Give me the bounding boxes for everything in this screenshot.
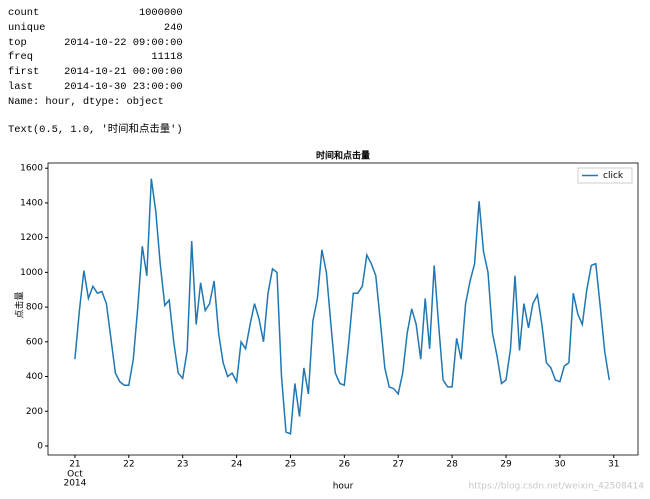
x-tick-label: 31 [608,460,619,470]
chart-title: 时间和点击量 [316,150,370,162]
x-tick-label: 21 [69,460,80,470]
x-tick-label: 22 [123,460,134,470]
y-tick-label: 1000 [20,268,43,278]
x-tick-sublabel: Oct [67,470,83,480]
y-tick-label: 1600 [20,164,43,174]
y-tick-label: 1400 [20,198,43,208]
watermark: https://blog.csdn.net/weixin_42508414 [468,482,644,492]
x-tick-label: 29 [500,460,512,470]
y-tick-label: 1200 [20,233,43,243]
text-output: Text(0.5, 1.0, '时间和点击量') [8,124,183,136]
x-tick-label: 23 [177,460,188,470]
x-tick-label: 28 [446,460,458,470]
x-tick-label: 26 [339,460,351,470]
x-axis-label: hour [333,482,354,492]
plot-area [47,162,639,456]
x-tick-label: 27 [393,460,404,470]
y-tick-label: 0 [37,441,43,451]
output-line: Name: hour, dtype: object [8,95,164,108]
x-tick-label: 25 [285,460,296,470]
x-tick-sublabel: 2014 [63,479,86,489]
output-line: freq 11118 [8,51,183,64]
x-tick-label: 30 [554,460,566,470]
output-line: unique 240 [8,21,183,34]
output-line: top 2014-10-22 09:00:00 [8,36,183,49]
output-line: count 1000000 [8,7,183,19]
output-line: first 2014-10-21 00:00:00 [8,66,183,79]
describe-output: count 1000000 unique 240 top 2014-10-22 09… [8,6,183,110]
x-tick-label: 24 [231,460,243,470]
y-tick-label: 800 [26,303,43,313]
y-tick-label: 600 [26,337,43,347]
y-tick-label: 200 [26,407,43,417]
y-tick-label: 400 [26,372,43,382]
output-line: last 2014-10-30 23:00:00 [8,80,183,93]
legend-box [577,167,633,184]
legend-label: click [603,171,624,181]
series-line [74,178,611,435]
y-axis-label: 点击量 [14,291,26,318]
